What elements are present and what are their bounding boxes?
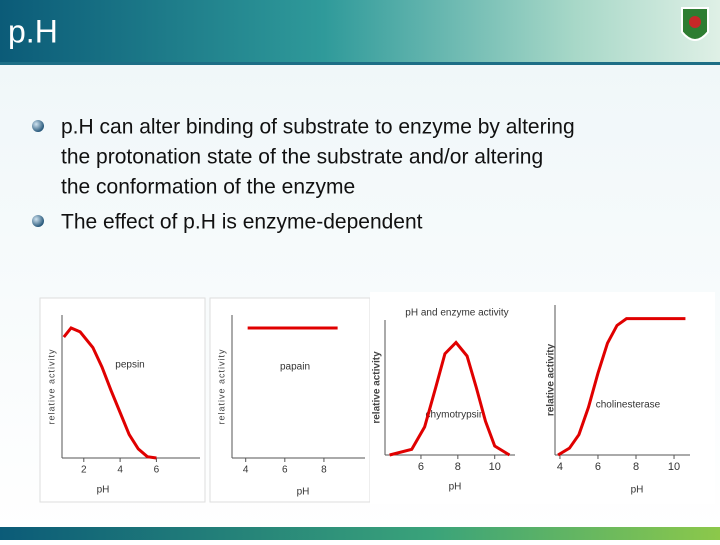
curve-label: cholinesterase xyxy=(596,400,661,411)
bullet-dot xyxy=(32,120,44,132)
figure-panel xyxy=(370,292,545,504)
x-tick-label: 4 xyxy=(117,465,123,476)
figure-title: pH and enzyme activity xyxy=(405,308,508,319)
figure-panel xyxy=(545,292,715,504)
activity-curve xyxy=(62,326,157,460)
x-tick-label: 10 xyxy=(668,461,680,473)
header-rule xyxy=(0,62,720,65)
slide-title: p.H xyxy=(8,13,58,49)
bullet-text: p.H can alter binding of substrate to en… xyxy=(61,116,575,139)
curve-label: papain xyxy=(280,362,310,373)
header-bar xyxy=(0,0,720,62)
bullet-dot xyxy=(32,215,44,227)
y-axis-label: relative activity xyxy=(372,351,383,424)
logo xyxy=(681,7,709,41)
x-tick-label: 6 xyxy=(595,461,601,473)
x-tick-label: 6 xyxy=(282,465,288,476)
x-tick-label: 4 xyxy=(243,465,249,476)
y-axis-label: relative activity xyxy=(46,348,56,424)
x-axis-label: pH xyxy=(449,482,462,493)
x-tick-label: 8 xyxy=(321,465,327,476)
x-tick-label: 6 xyxy=(154,465,160,476)
bullet-text: The effect of p.H is enzyme-dependent xyxy=(61,211,423,234)
curve-label: chymotrypsin xyxy=(426,410,485,421)
figure-panel xyxy=(209,297,371,503)
x-tick-label: 8 xyxy=(633,461,639,473)
activity-curve xyxy=(557,317,686,457)
footer-bar xyxy=(0,527,720,540)
x-tick-label: 2 xyxy=(81,465,87,476)
x-axis-label: pH xyxy=(297,487,310,498)
y-axis-label: relative activity xyxy=(546,343,557,416)
curve-label: pepsin xyxy=(115,360,144,371)
y-axis-label: relative activity xyxy=(216,348,226,424)
x-tick-label: 8 xyxy=(455,461,461,473)
bullet-text: the protonation state of the substrate a… xyxy=(61,146,543,169)
x-tick-label: 6 xyxy=(418,461,424,473)
x-axis-label: pH xyxy=(97,485,110,496)
bullet-text: the conformation of the enzyme xyxy=(61,176,355,199)
x-axis-label: pH xyxy=(631,485,644,496)
x-tick-label: 4 xyxy=(557,461,563,473)
activity-curve xyxy=(389,340,511,457)
x-tick-label: 10 xyxy=(489,461,501,473)
